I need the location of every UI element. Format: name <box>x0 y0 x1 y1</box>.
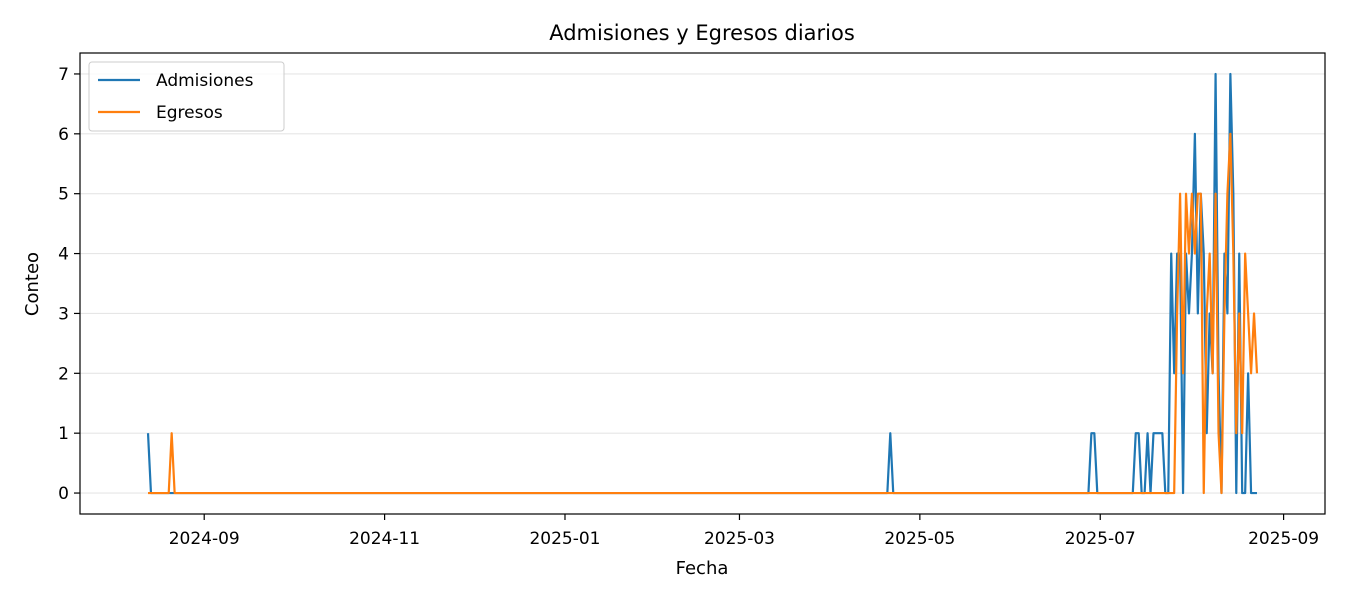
y-axis-ticks: 0 1 2 3 4 5 6 7 <box>58 65 80 504</box>
chart-title: Admisiones y Egresos diarios <box>549 21 855 45</box>
x-axis-label: Fecha <box>676 558 729 579</box>
x-tick-label-2024-11: 2024-11 <box>349 529 420 549</box>
y-tick-label-6: 6 <box>58 125 69 145</box>
legend-label-admisiones: Admisiones <box>156 71 254 91</box>
x-tick-label-2024-09: 2024-09 <box>169 529 240 549</box>
x-axis-ticks: 2024-09 2024-11 2025-01 2025-03 2025-05 2025-… <box>169 514 1319 549</box>
x-tick-label-2025-09: 2025-09 <box>1248 529 1319 549</box>
y-tick-label-5: 5 <box>58 185 69 205</box>
series-lines <box>146 72 1259 495</box>
x-tick-label-2025-07: 2025-07 <box>1065 529 1136 549</box>
y-axis-label: Conteo <box>22 252 43 316</box>
gridlines <box>80 73 1325 494</box>
x-tick-label-2025-05: 2025-05 <box>884 529 955 549</box>
y-tick-label-0: 0 <box>58 484 69 504</box>
y-tick-label-4: 4 <box>58 245 69 265</box>
x-tick-label-2025-01: 2025-01 <box>529 529 600 549</box>
plot-frame <box>79 52 1326 515</box>
series-line-egresos <box>148 132 1259 495</box>
y-tick-label-7: 7 <box>58 65 69 85</box>
legend-label-egresos: Egresos <box>156 103 223 123</box>
y-tick-label-1: 1 <box>58 424 69 444</box>
y-tick-label-3: 3 <box>58 304 69 324</box>
x-tick-label-2025-03: 2025-03 <box>704 529 775 549</box>
y-tick-label-2: 2 <box>58 364 69 384</box>
legend: Admisiones Egresos <box>88 61 285 132</box>
series-line-admisiones <box>146 72 1257 495</box>
